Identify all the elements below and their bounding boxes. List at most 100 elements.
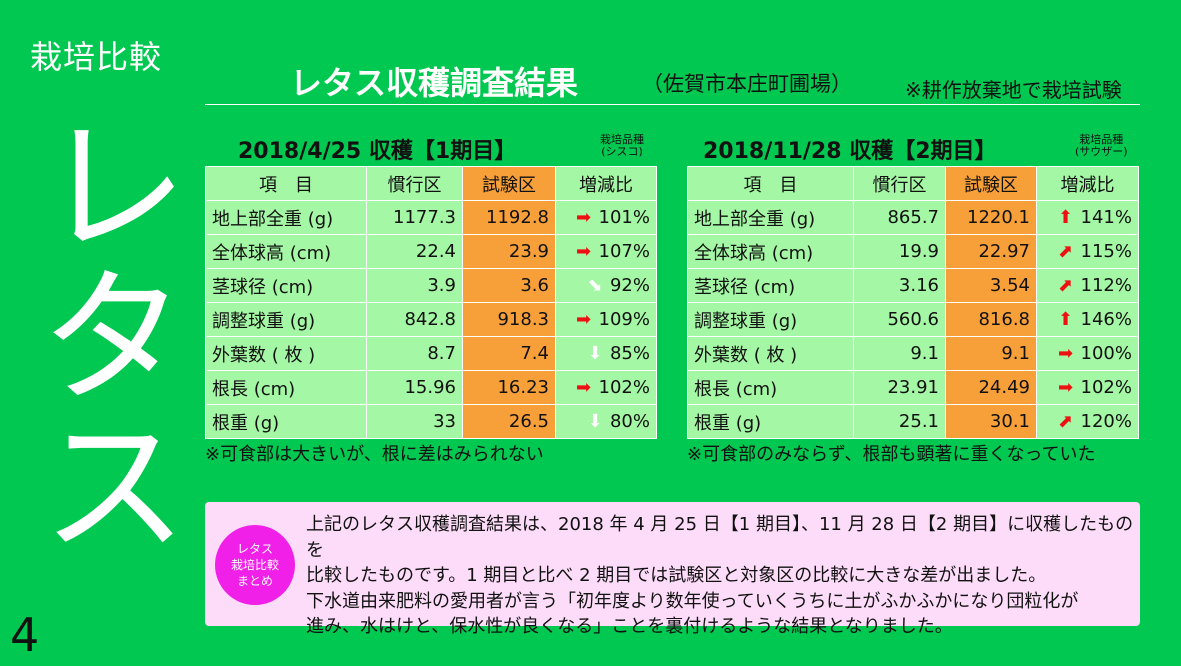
cell-ratio: ⬇ 85% [555, 336, 657, 371]
cell-test: 1220.1 [945, 200, 1037, 235]
right-arrow-icon: ➡ [1057, 343, 1074, 364]
ratio-value: 120% [1080, 411, 1132, 432]
cell-conventional: 842.8 [366, 302, 463, 337]
header-test: 試験区 [462, 166, 556, 201]
table-row: 調整球重 (g) 842.8 918.3 ➡ 109% [205, 302, 657, 337]
cell-item: 根長 (cm) [687, 370, 854, 405]
cell-ratio: ➡ 107% [555, 234, 657, 269]
title-divider [205, 104, 1140, 105]
header-conventional: 慣行区 [853, 166, 946, 201]
ratio-value: 112% [1080, 275, 1132, 296]
cell-ratio: ⬆ 146% [1036, 302, 1139, 337]
down-arrow-icon: ⬇ [587, 411, 603, 432]
badge-line: レタス [236, 542, 273, 556]
up-right-arrow-icon: ⬈ [1057, 275, 1074, 296]
header-conventional: 慣行区 [366, 166, 463, 201]
ratio-value: 146% [1080, 309, 1132, 330]
badge-line: 栽培比較 [230, 558, 279, 572]
period-2-title: 2018/11/28 収穫【2期目】 [703, 139, 997, 164]
cell-item: 地上部全重 (g) [205, 200, 367, 235]
header-note: ※耕作放棄地で栽培試験 [905, 78, 1122, 102]
cell-ratio: ⬆ 141% [1036, 200, 1139, 235]
cell-ratio: ➡ 100% [1036, 336, 1139, 371]
cell-conventional: 23.91 [853, 370, 946, 405]
cell-test: 22.97 [945, 234, 1037, 269]
table-row: 茎球径 (cm) 3.9 3.6 ⬊ 92% [205, 268, 657, 303]
main-title: レタス収穫調査結果 [290, 64, 579, 102]
summary-line: 上記のレタス収穫調査結果は、2018 年 4 月 25 日【1 期目】、11 月… [306, 514, 1134, 561]
cell-conventional: 3.16 [853, 268, 946, 303]
up-arrow-icon: ⬆ [1057, 207, 1074, 228]
cell-item: 茎球径 (cm) [687, 268, 854, 303]
cell-test: 16.23 [462, 370, 556, 405]
cell-ratio: ➡ 102% [1036, 370, 1139, 405]
table-row: 調整球重 (g) 560.6 816.8 ⬆ 146% [687, 302, 1139, 337]
cell-conventional: 865.7 [853, 200, 946, 235]
cell-ratio: ⬈ 115% [1036, 234, 1139, 269]
results-table-period-2: 項 目慣行区 試験区 増減比 地上部全重 (g) 865.7 1220.1 ⬆ 141% 全体… [687, 166, 1139, 439]
ratio-value: 100% [1080, 343, 1132, 364]
cell-ratio: ⬈ 120% [1036, 404, 1139, 439]
table-row: 地上部全重 (g) 865.7 1220.1 ⬆ 141% [687, 200, 1139, 235]
right-arrow-icon: ➡ [575, 241, 592, 262]
period-1-variety: 栽培品種 (シスコ) [600, 134, 644, 158]
cell-test: 816.8 [945, 302, 1037, 337]
table-header-row: 項 目慣行区 試験区 増減比 [687, 166, 1139, 201]
cell-conventional: 8.7 [366, 336, 463, 371]
cell-conventional: 9.1 [853, 336, 946, 371]
cell-item: 外葉数 ( 枚 ) [687, 336, 854, 371]
cell-conventional: 22.4 [366, 234, 463, 269]
cell-ratio: ➡ 101% [555, 200, 657, 235]
ratio-value: 85% [609, 343, 650, 364]
cell-ratio: ➡ 109% [555, 302, 657, 337]
table-row: 根長 (cm) 15.96 16.23 ➡ 102% [205, 370, 657, 405]
cell-test: 30.1 [945, 404, 1037, 439]
cell-item: 根重 (g) [205, 404, 367, 439]
cell-item: 外葉数 ( 枚 ) [205, 336, 367, 371]
up-right-arrow-icon: ⬈ [1057, 241, 1074, 262]
variety-name: (シスコ) [601, 145, 643, 158]
variety-label: 栽培品種 [600, 133, 644, 146]
table-row: 外葉数 ( 枚 ) 9.1 9.1 ➡ 100% [687, 336, 1139, 371]
cell-test: 1192.8 [462, 200, 556, 235]
variety-name: (サウザー) [1075, 145, 1128, 158]
big-title: レタス [14, 108, 188, 558]
section-label: 栽培比較 [30, 38, 163, 76]
period-1-title: 2018/4/25 収穫【1期目】 [238, 139, 517, 164]
right-arrow-icon: ➡ [575, 207, 592, 228]
cell-item: 調整球重 (g) [687, 302, 854, 337]
ratio-value: 102% [598, 377, 650, 398]
cell-ratio: ⬈ 112% [1036, 268, 1139, 303]
header-item: 項 目 [687, 166, 854, 201]
period-2-note: ※可食部のみならず、根部も顕著に重くなっていた [687, 444, 1096, 465]
summary-line: 下水道由来肥料の愛用者が言う「初年度より数年使っていくうちに土がふかふかになり団… [306, 590, 1079, 612]
up-right-arrow-icon: ⬈ [1057, 411, 1074, 432]
down-right-arrow-icon: ⬊ [587, 275, 603, 296]
cell-item: 調整球重 (g) [205, 302, 367, 337]
ratio-value: 92% [609, 275, 650, 296]
summary-line: 進み、水はけと、保水性が良くなる」ことを裏付けるような結果となりました。 [306, 616, 953, 637]
cell-test: 3.6 [462, 268, 556, 303]
summary-line: 比較したものです。1 期目と比べ 2 期目では試験区と対象区の比較に大きな差が出… [306, 565, 1047, 586]
cell-test: 9.1 [945, 336, 1037, 371]
table-row: 全体球高 (cm) 19.9 22.97 ⬈ 115% [687, 234, 1139, 269]
ratio-value: 141% [1080, 207, 1132, 228]
cell-ratio: ➡ 102% [555, 370, 657, 405]
header-ratio: 増減比 [1036, 166, 1139, 201]
cell-item: 全体球高 (cm) [205, 234, 367, 269]
cell-conventional: 19.9 [853, 234, 946, 269]
cell-item: 根重 (g) [687, 404, 854, 439]
ratio-value: 107% [598, 241, 650, 262]
cell-conventional: 1177.3 [366, 200, 463, 235]
main-subtitle: （佐賀市本庄町圃場） [642, 72, 852, 96]
table-row: 外葉数 ( 枚 ) 8.7 7.4 ⬇ 85% [205, 336, 657, 371]
header-test: 試験区 [945, 166, 1037, 201]
cell-item: 根長 (cm) [205, 370, 367, 405]
ratio-value: 80% [609, 411, 650, 432]
variety-label: 栽培品種 [1079, 133, 1124, 146]
cell-item: 全体球高 (cm) [687, 234, 854, 269]
right-arrow-icon: ➡ [1057, 377, 1074, 398]
cell-ratio: ⬇ 80% [555, 404, 657, 439]
cell-test: 26.5 [462, 404, 556, 439]
period-1-note: ※可食部は大きいが、根に差はみられない [205, 444, 544, 465]
